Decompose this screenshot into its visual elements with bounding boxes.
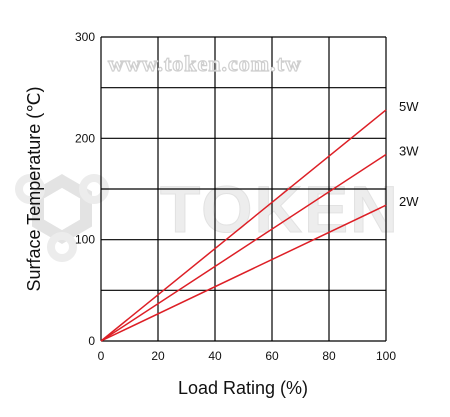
series-line-2w <box>100 204 387 342</box>
x-tick-labels: 0 20 40 60 80 100 <box>98 349 397 363</box>
series-layer <box>100 109 387 342</box>
grid <box>100 36 387 342</box>
series-line-3w <box>100 153 387 342</box>
x-tick-label: 60 <box>265 349 279 363</box>
x-tick-label: 0 <box>98 349 105 363</box>
series-label-2w: 2W <box>399 194 419 209</box>
y-tick-label: 200 <box>75 131 95 145</box>
token-logo-watermark <box>32 174 92 244</box>
x-axis-title: Load Rating (%) <box>178 378 308 398</box>
y-tick-labels: 0 100 200 300 <box>75 30 95 348</box>
watermark-url: www.token.com.tw <box>108 51 302 76</box>
watermark-brand: TOKEN <box>160 172 400 246</box>
watermark: TOKEN <box>15 172 400 262</box>
x-tick-label: 40 <box>208 349 222 363</box>
series-label-3w: 3W <box>399 144 419 159</box>
token-logo-watermark-inner <box>15 174 109 262</box>
series-labels: 5W 3W 2W <box>399 99 419 209</box>
y-tick-label: 300 <box>75 30 95 44</box>
x-tick-label: 80 <box>322 349 336 363</box>
x-tick-label: 20 <box>151 349 165 363</box>
y-tick-label: 100 <box>75 233 95 247</box>
series-line-5w <box>100 109 387 342</box>
series-label-5w: 5W <box>399 99 419 114</box>
x-tick-label: 100 <box>376 349 396 363</box>
y-tick-label: 0 <box>88 334 95 348</box>
y-axis-title: Surface Temperature (℃) <box>24 87 44 292</box>
